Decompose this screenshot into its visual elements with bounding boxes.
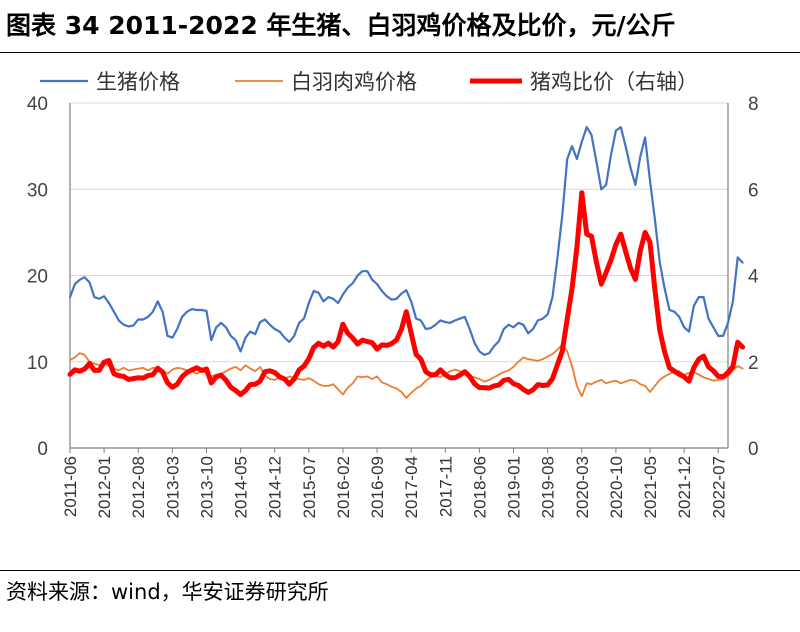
source-rule [0, 570, 800, 571]
x-tick-label: 2015-07 [300, 456, 319, 518]
x-tick-label: 2013-10 [197, 456, 216, 518]
x-tick-label: 2019-08 [539, 456, 558, 518]
legend-label-0: 生猪价格 [96, 70, 180, 94]
y-right-tick-label: 6 [748, 180, 759, 201]
y-right-tick-label: 4 [748, 267, 759, 288]
y-right-tick-label: 8 [748, 94, 759, 115]
x-tick-label: 2013-03 [163, 456, 182, 518]
x-tick-label: 2021-12 [675, 456, 694, 518]
y-left-tick-label: 30 [27, 180, 48, 201]
x-tick-label: 2019-01 [505, 456, 524, 518]
series-line-2 [67, 190, 746, 397]
y-left-tick-label: 40 [27, 94, 48, 115]
x-tick-label: 2018-06 [470, 456, 489, 518]
legend-label-1: 白羽肉鸡价格 [291, 70, 417, 94]
y-left-tick-label: 0 [37, 439, 48, 460]
y-right-tick-label: 2 [748, 353, 759, 374]
x-tick-label: 2014-05 [232, 456, 251, 518]
x-tick-label: 2017-11 [436, 456, 455, 517]
x-tick-label: 2012-08 [129, 456, 148, 518]
x-tick-label: 2014-12 [266, 456, 285, 518]
series-line-0 [68, 125, 744, 356]
y-right-tick-label: 0 [748, 439, 759, 460]
x-tick-label: 2017-04 [402, 456, 421, 518]
x-tick-label: 2022-07 [709, 456, 728, 518]
chart-title: 图表 34 2011-2022 年生猪、白羽鸡价格及比价，元/公斤 [6, 11, 676, 40]
chart-svg: 0 10 20 30 40 0 2 4 6 8 2011-06 2012-01 2012-08 2013-… [27, 70, 759, 518]
x-tick-label: 2016-09 [368, 456, 387, 518]
title-rule [0, 52, 800, 53]
legend-label-2: 猪鸡比价（右轴） [530, 70, 698, 94]
x-tick-label: 2021-05 [641, 456, 660, 518]
x-tick-label: 2011-06 [61, 456, 80, 517]
y-left-tick-label: 10 [27, 353, 48, 374]
y-left-tick-label: 20 [27, 267, 48, 288]
source-note: 资料来源：wind，华安证券研究所 [6, 580, 329, 604]
x-tick-label: 2016-02 [334, 456, 353, 518]
x-tick-label: 2020-10 [607, 456, 626, 518]
x-tick-label: 2020-03 [573, 456, 592, 518]
x-tick-label: 2012-01 [95, 456, 114, 518]
series-line-1 [69, 343, 744, 399]
